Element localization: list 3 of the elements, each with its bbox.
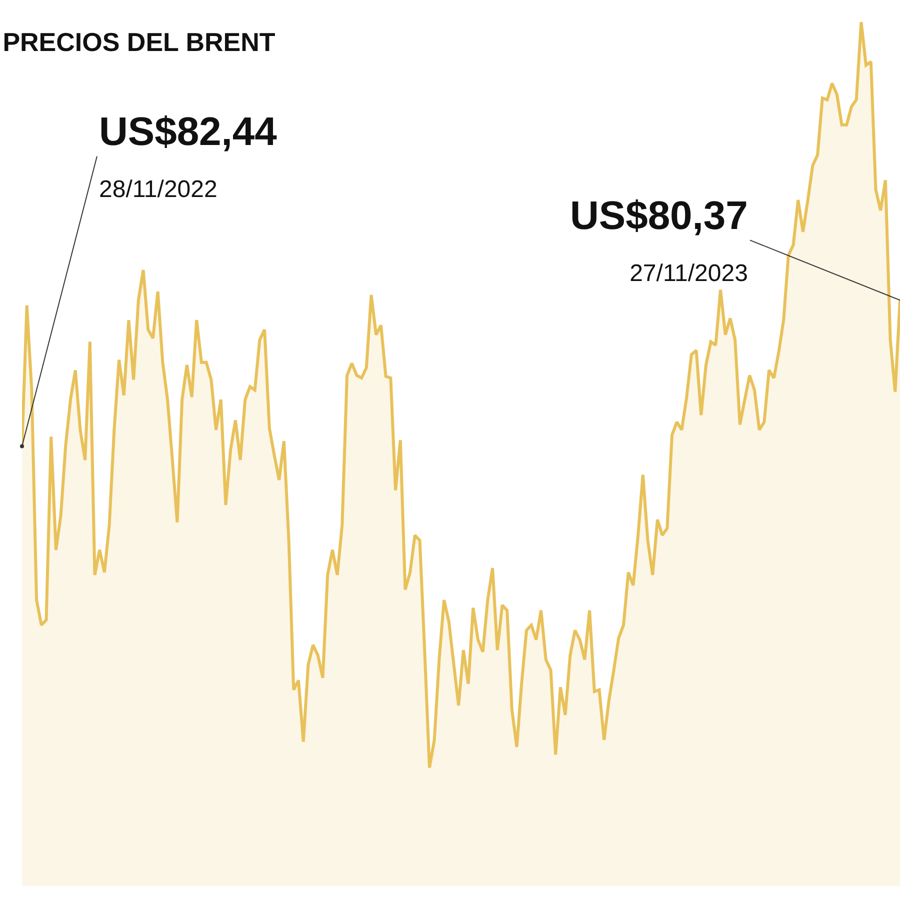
annotation: US$80,37 27/11/2023	[570, 194, 748, 287]
chart-title: PRECIOS DEL BRENT	[2, 27, 276, 58]
annotation: US$82,44 28/11/2022	[99, 110, 278, 203]
